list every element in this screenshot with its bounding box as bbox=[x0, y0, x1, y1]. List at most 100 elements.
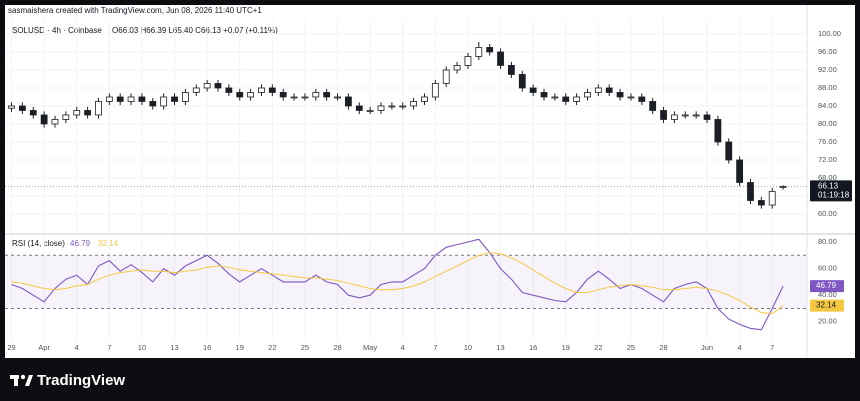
candle-body bbox=[486, 47, 494, 53]
x-tick-label: 7 bbox=[770, 343, 774, 352]
candle-body bbox=[779, 186, 787, 188]
candle-body bbox=[703, 114, 711, 120]
candle-body bbox=[171, 96, 178, 102]
rsi-value-label: 46.79 bbox=[816, 281, 837, 290]
candle-body bbox=[431, 83, 439, 98]
logo-icon bbox=[10, 374, 33, 386]
x-tick-label: 13 bbox=[170, 343, 178, 352]
rsi-legend-value: 46.79 bbox=[70, 239, 91, 248]
brand: TradingView bbox=[37, 372, 125, 389]
candle-body bbox=[279, 92, 287, 98]
symbol: SOLUSD · 4h · Coinbase bbox=[12, 26, 102, 35]
last-price: 66.13 bbox=[818, 182, 839, 191]
candle-body bbox=[497, 51, 504, 66]
candle-body bbox=[160, 96, 168, 107]
candle-body bbox=[258, 87, 265, 93]
candle-body bbox=[116, 96, 124, 102]
candle-body bbox=[714, 119, 722, 143]
candle-body bbox=[627, 96, 635, 99]
candle-body bbox=[562, 96, 570, 102]
y-tick-label: 20.00 bbox=[818, 317, 837, 326]
candle-body bbox=[388, 105, 396, 108]
y-tick-label: 72.00 bbox=[818, 155, 837, 164]
price-box bbox=[810, 180, 852, 202]
rsi-title: RSI (14, close) bbox=[12, 239, 65, 248]
rsi-line bbox=[11, 238, 784, 331]
x-tick-label: 10 bbox=[138, 343, 146, 352]
candle-body bbox=[442, 69, 450, 84]
rsi-value-label: 32.14 bbox=[816, 301, 837, 310]
y-tick-label: 84.00 bbox=[818, 101, 837, 110]
x-tick-label: 28 bbox=[333, 343, 341, 352]
candle-body bbox=[464, 56, 472, 66]
candle-body bbox=[268, 87, 276, 93]
rsi-line bbox=[11, 252, 784, 315]
rsi-value-box bbox=[810, 280, 844, 293]
x-tick-label: 22 bbox=[594, 343, 602, 352]
candle-body bbox=[681, 114, 689, 117]
y-tick-label: 60.00 bbox=[818, 209, 837, 218]
candle-body bbox=[725, 141, 733, 161]
candle-body bbox=[649, 101, 657, 111]
x-tick-label: May bbox=[363, 343, 377, 352]
candle-body bbox=[757, 200, 765, 206]
candle-body bbox=[301, 96, 309, 99]
x-tick-label: 4 bbox=[738, 343, 742, 352]
candle-body bbox=[290, 96, 298, 99]
candle-body bbox=[410, 101, 418, 107]
x-tick-label: 22 bbox=[268, 343, 276, 352]
candle-body bbox=[616, 92, 624, 98]
candle-body bbox=[40, 114, 48, 125]
x-tick-label: 4 bbox=[75, 343, 79, 352]
candle-body bbox=[312, 92, 320, 98]
candle-body bbox=[181, 92, 189, 102]
candle-body bbox=[594, 87, 602, 93]
x-tick-label: 25 bbox=[627, 343, 635, 352]
candle-body bbox=[573, 96, 581, 102]
candle-body bbox=[73, 110, 81, 116]
candle-body bbox=[736, 159, 744, 183]
candle-body bbox=[334, 96, 341, 99]
candle-body bbox=[225, 87, 233, 93]
candle-body bbox=[95, 101, 102, 116]
x-tick-label: 13 bbox=[496, 343, 504, 352]
x-tick-label: 16 bbox=[203, 343, 211, 352]
rsi-band bbox=[5, 255, 807, 309]
candle-body bbox=[518, 74, 526, 89]
candle-body bbox=[747, 182, 754, 201]
candle-body bbox=[671, 114, 678, 120]
x-tick-label: Apr bbox=[38, 343, 50, 352]
candle-body bbox=[105, 96, 113, 102]
y-tick-label: 80.00 bbox=[818, 237, 837, 246]
ohlc-legend: O66.03 H66.39 L65.40 C66.13 +0.07 (+0.11… bbox=[112, 26, 278, 35]
candle-body bbox=[508, 65, 515, 75]
y-tick-label: 88.00 bbox=[818, 83, 837, 92]
rsi-legend-value: 32.14 bbox=[98, 239, 119, 248]
candle-body bbox=[247, 92, 254, 98]
y-tick-label: 80.00 bbox=[818, 119, 837, 128]
candle-body bbox=[203, 83, 211, 89]
candle-body bbox=[529, 87, 537, 93]
rsi-value-box bbox=[810, 299, 844, 312]
candle-body bbox=[29, 110, 37, 116]
countdown: 01:19:18 bbox=[818, 191, 850, 200]
x-tick-label: 25 bbox=[301, 343, 309, 352]
y-tick-label: 96.00 bbox=[818, 47, 837, 56]
candle-body bbox=[84, 110, 91, 116]
x-tick-label: 16 bbox=[529, 343, 537, 352]
candle-body bbox=[323, 92, 331, 98]
candle-body bbox=[51, 119, 59, 125]
x-tick-label: 29 bbox=[7, 343, 15, 352]
y-tick-label: 76.00 bbox=[818, 137, 837, 146]
y-tick-label: 92.00 bbox=[818, 65, 837, 74]
candle-body bbox=[605, 87, 613, 93]
candle-body bbox=[214, 83, 222, 89]
x-tick-label: 7 bbox=[107, 343, 111, 352]
x-tick-label: 19 bbox=[562, 343, 570, 352]
candle-body bbox=[475, 47, 483, 57]
candle-body bbox=[62, 114, 70, 120]
candle-body bbox=[584, 92, 591, 98]
x-tick-label: 7 bbox=[433, 343, 437, 352]
candle-body bbox=[453, 65, 461, 71]
